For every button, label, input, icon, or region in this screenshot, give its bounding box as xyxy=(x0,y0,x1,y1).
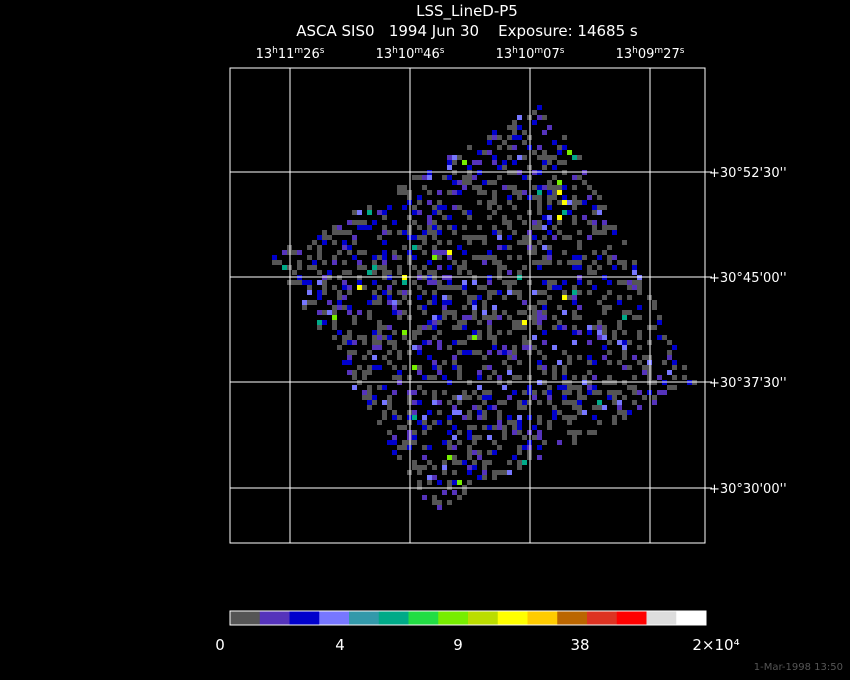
colorbar-swatch xyxy=(319,611,350,625)
ra-value: 13 xyxy=(616,47,633,62)
ra-label: 13h10m07s xyxy=(496,46,565,62)
colorbar-swatch xyxy=(259,611,290,625)
ra-label: 13h09m27s xyxy=(616,46,685,62)
colorbar: 0 4 9 38 2×10⁴ xyxy=(215,610,740,654)
ra-value: 09 xyxy=(638,47,655,62)
ra-value: 10 xyxy=(518,47,535,62)
colorbar-swatch xyxy=(676,611,707,625)
ra-unit: m xyxy=(294,46,303,56)
ra-value: 13 xyxy=(256,47,273,62)
ra-unit: h xyxy=(512,46,518,56)
colorbar-swatch xyxy=(646,611,677,625)
ra-unit: h xyxy=(632,46,638,56)
ra-unit: h xyxy=(392,46,398,56)
ra-value: 13 xyxy=(376,47,393,62)
image-frame xyxy=(229,67,706,544)
colorbar-swatch xyxy=(468,611,499,625)
dec-label: +30°37'30'' xyxy=(709,376,787,391)
dec-label: +30°52'30'' xyxy=(709,166,787,181)
colorbar-swatch xyxy=(230,611,261,625)
ra-unit: m xyxy=(534,46,543,56)
dec-label: +30°30'00'' xyxy=(709,482,787,497)
ra-unit: s xyxy=(320,46,325,56)
title: LSS_LineD-P5 xyxy=(416,2,518,21)
sky-image xyxy=(272,105,697,510)
ra-unit: m xyxy=(414,46,423,56)
timestamp: 1-Mar-1998 13:50 xyxy=(754,662,843,673)
ra-unit: s xyxy=(560,46,565,56)
ra-unit: s xyxy=(440,46,445,56)
subtitle: ASCA SIS0 1994 Jun 30 Exposure: 14685 s xyxy=(296,22,638,40)
colorbar-label: 0 xyxy=(215,636,225,654)
colorbar-label: 4 xyxy=(335,636,345,654)
colorbar-swatch xyxy=(527,611,558,625)
ra-unit: s xyxy=(680,46,685,56)
ra-label: 13h11m26s xyxy=(256,46,325,62)
ra-value: 27 xyxy=(663,47,680,62)
ra-value: 11 xyxy=(278,47,295,62)
sky-pixels xyxy=(272,110,697,505)
colorbar-label: 9 xyxy=(453,636,463,654)
colorbar-swatch xyxy=(497,611,528,625)
ra-unit: m xyxy=(654,46,663,56)
colorbar-swatch xyxy=(616,611,647,625)
ra-label: 13h10m46s xyxy=(376,46,445,62)
ra-value: 10 xyxy=(398,47,415,62)
colorbar-swatch xyxy=(408,611,439,625)
dec-label: +30°45'00'' xyxy=(709,271,787,286)
colorbar-swatch xyxy=(289,611,320,625)
ra-value: 46 xyxy=(423,47,440,62)
sky-pixels xyxy=(272,105,692,485)
ra-value: 26 xyxy=(303,47,320,62)
colorbar-swatch xyxy=(378,611,409,625)
ra-value: 07 xyxy=(543,47,560,62)
colorbar-swatch xyxy=(587,611,618,625)
colorbar-swatch xyxy=(438,611,469,625)
sky-pixels xyxy=(282,115,672,510)
colorbar-swatch xyxy=(557,611,588,625)
ra-unit: h xyxy=(272,46,278,56)
colorbar-swatch xyxy=(349,611,380,625)
ra-value: 13 xyxy=(496,47,513,62)
colorbar-label: 2×10⁴ xyxy=(692,636,739,654)
colorbar-frame xyxy=(229,610,707,626)
colorbar-label: 38 xyxy=(570,636,589,654)
coordinate-grid xyxy=(230,68,712,543)
